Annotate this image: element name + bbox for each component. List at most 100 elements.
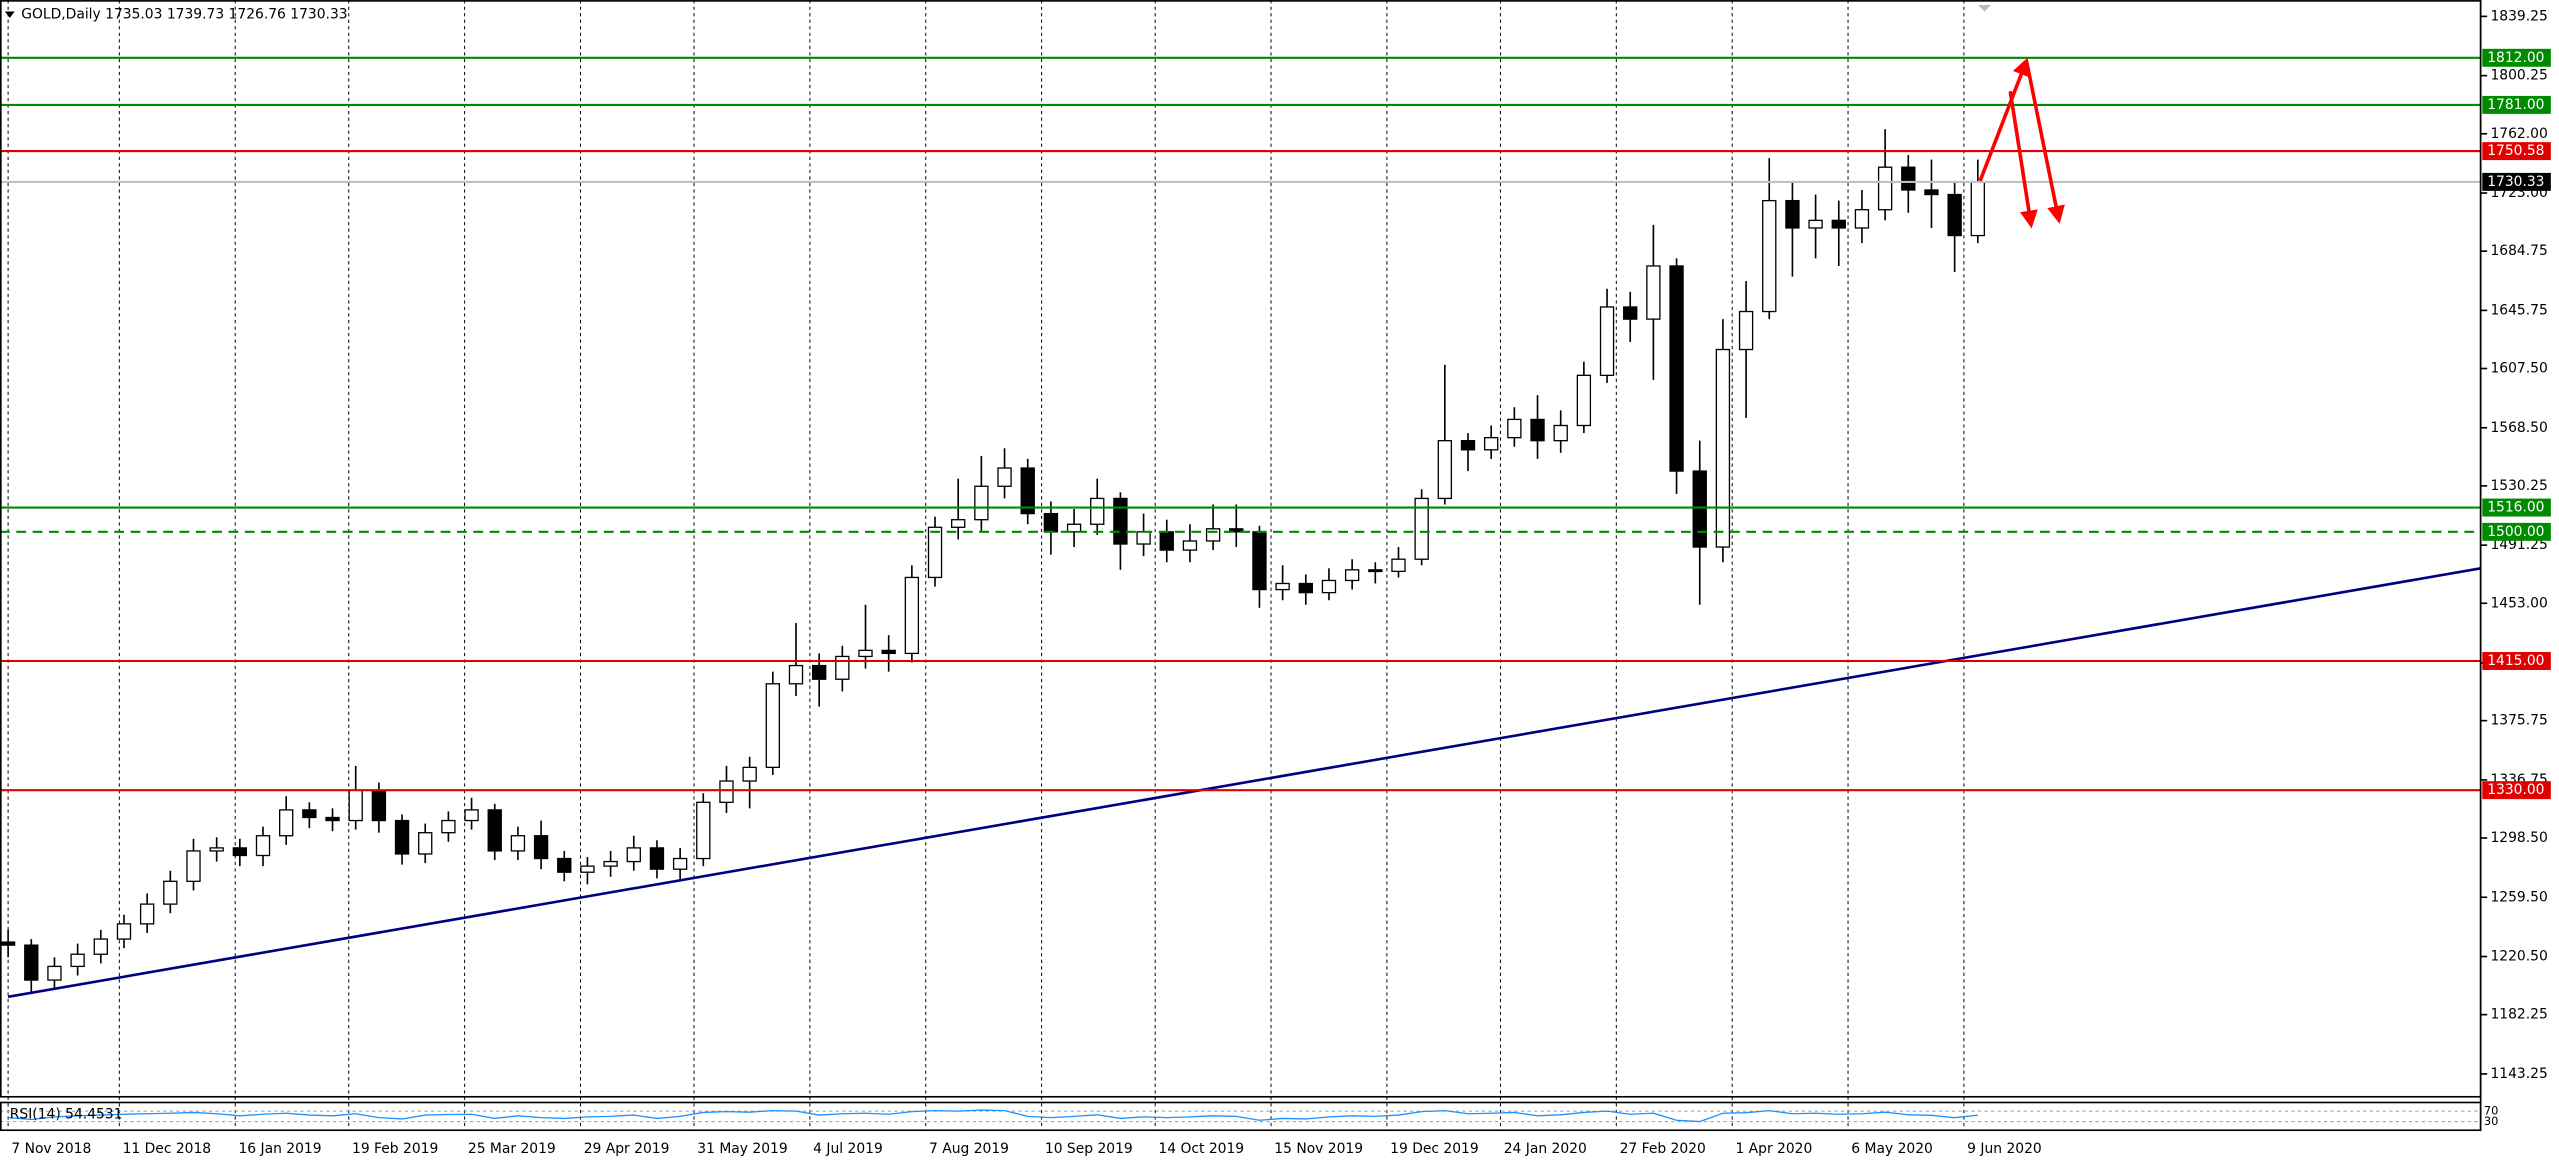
candle-body	[1507, 418, 1522, 439]
level-label: 1415.00	[2487, 653, 2544, 669]
candle-body	[997, 467, 1012, 487]
candle-body	[464, 809, 479, 822]
candle-body	[325, 816, 340, 822]
x-tick-label: 1 Apr 2020	[1735, 1141, 1812, 1157]
candle-body	[279, 809, 294, 837]
level-label: 1500.00	[2487, 524, 2544, 540]
candle-body	[1229, 528, 1244, 533]
rsi-title: RSI(14) 54.4531	[10, 1107, 123, 1123]
candle-body	[255, 835, 271, 857]
x-tick-label: 31 May 2019	[697, 1141, 787, 1157]
candle-body	[24, 944, 39, 981]
candle-body	[1460, 440, 1476, 451]
y-tick-label: 1453.00	[2490, 595, 2547, 611]
candle-body	[811, 664, 827, 680]
x-tick-label: 10 Sep 2019	[1045, 1141, 1133, 1157]
y-tick-label: 1762.00	[2490, 126, 2547, 142]
y-tick-label: 1645.75	[2490, 302, 2547, 318]
candle-body	[1854, 209, 1870, 229]
candle-body	[788, 664, 804, 685]
level-label-box	[2482, 172, 2551, 191]
candle-body	[209, 847, 224, 852]
candle-body	[371, 789, 387, 822]
candle-body	[765, 683, 780, 769]
level-label: 1812.00	[2487, 50, 2544, 66]
candle-body	[1970, 181, 1985, 237]
candle-body	[116, 923, 132, 940]
candle-body	[1136, 531, 1151, 545]
y-tick-label: 1375.75	[2490, 713, 2547, 729]
y-tick-label: 1143.25	[2490, 1066, 2547, 1082]
candle-body	[1901, 166, 1916, 191]
candle-body	[1066, 523, 1082, 533]
rsi-tick-label: 30	[2484, 1114, 2499, 1128]
level-label: 1516.00	[2487, 500, 2544, 516]
y-tick-label: 1298.50	[2490, 830, 2547, 846]
level-label: 1730.33	[2487, 174, 2544, 190]
candle-body	[93, 938, 108, 955]
candle-body	[649, 847, 665, 870]
x-tick-label: 15 Nov 2019	[1274, 1141, 1363, 1157]
level-label: 1750.58	[2487, 143, 2544, 159]
y-tick-label: 1530.25	[2490, 478, 2547, 494]
chart-title: GOLD,Daily 1735.03 1739.73 1726.76 1730.…	[21, 7, 347, 23]
candle-body	[1205, 528, 1221, 542]
candle-body	[1599, 306, 1615, 377]
candle-body	[742, 766, 757, 782]
forecast-arrow	[2008, 90, 2038, 229]
level-label-box	[2482, 142, 2551, 161]
candle-body	[1483, 436, 1499, 451]
y-tick-label: 1684.75	[2490, 243, 2547, 259]
candle-body	[974, 485, 989, 521]
candle-body	[418, 832, 433, 855]
candle-body	[1252, 531, 1267, 591]
candle-body	[858, 649, 873, 658]
forecast-arrow	[2024, 60, 2065, 224]
forecast-arrow	[1978, 57, 2030, 182]
y-tick-label: 1182.25	[2490, 1007, 2547, 1023]
candle-body	[47, 965, 62, 981]
candle-body	[1182, 540, 1198, 551]
candle-body	[487, 809, 502, 852]
candle-body	[835, 655, 850, 680]
x-tick-label: 14 Oct 2019	[1158, 1141, 1244, 1157]
candle-body	[927, 526, 943, 579]
candle-body	[1043, 512, 1059, 533]
candle-body	[1090, 497, 1105, 525]
level-label: 1781.00	[2487, 97, 2544, 113]
candle-body	[719, 780, 734, 803]
candle-body	[1808, 219, 1823, 229]
candle-body	[1831, 219, 1846, 229]
candle-body	[1159, 531, 1174, 551]
level-label-box	[2482, 781, 2551, 800]
x-tick-label: 4 Jul 2019	[813, 1141, 883, 1157]
y-tick-label: 1491.25	[2490, 537, 2547, 553]
x-tick-label: 19 Dec 2019	[1390, 1141, 1479, 1157]
candle-body	[510, 835, 526, 852]
title-triangle	[4, 11, 15, 19]
candle-body	[1020, 467, 1035, 515]
candle-body	[186, 850, 201, 882]
x-tick-label: 9 Jun 2020	[1967, 1141, 2042, 1157]
level-label-box	[2482, 48, 2551, 67]
candle-body	[348, 789, 363, 822]
candle-body	[139, 903, 155, 925]
candle-body	[1924, 189, 1939, 196]
y-tick-label: 1220.50	[2490, 949, 2547, 965]
candle-body	[1715, 348, 1731, 548]
candle-body	[1669, 265, 1684, 472]
candle-body	[904, 576, 920, 655]
candle-body	[1576, 374, 1592, 427]
candle-body	[1762, 199, 1777, 313]
rsi-tick-label: 70	[2484, 1104, 2499, 1118]
level-label-box	[2482, 498, 2551, 517]
candle-body	[1437, 440, 1453, 500]
y-tick-label: 1839.25	[2490, 8, 2547, 24]
x-tick-label: 7 Nov 2018	[11, 1141, 91, 1157]
candle-body	[881, 649, 896, 655]
x-tick-label: 6 May 2020	[1851, 1141, 1933, 1157]
candle-body	[1414, 497, 1429, 560]
rsi-line	[8, 1109, 1978, 1123]
candle-body	[603, 860, 618, 867]
